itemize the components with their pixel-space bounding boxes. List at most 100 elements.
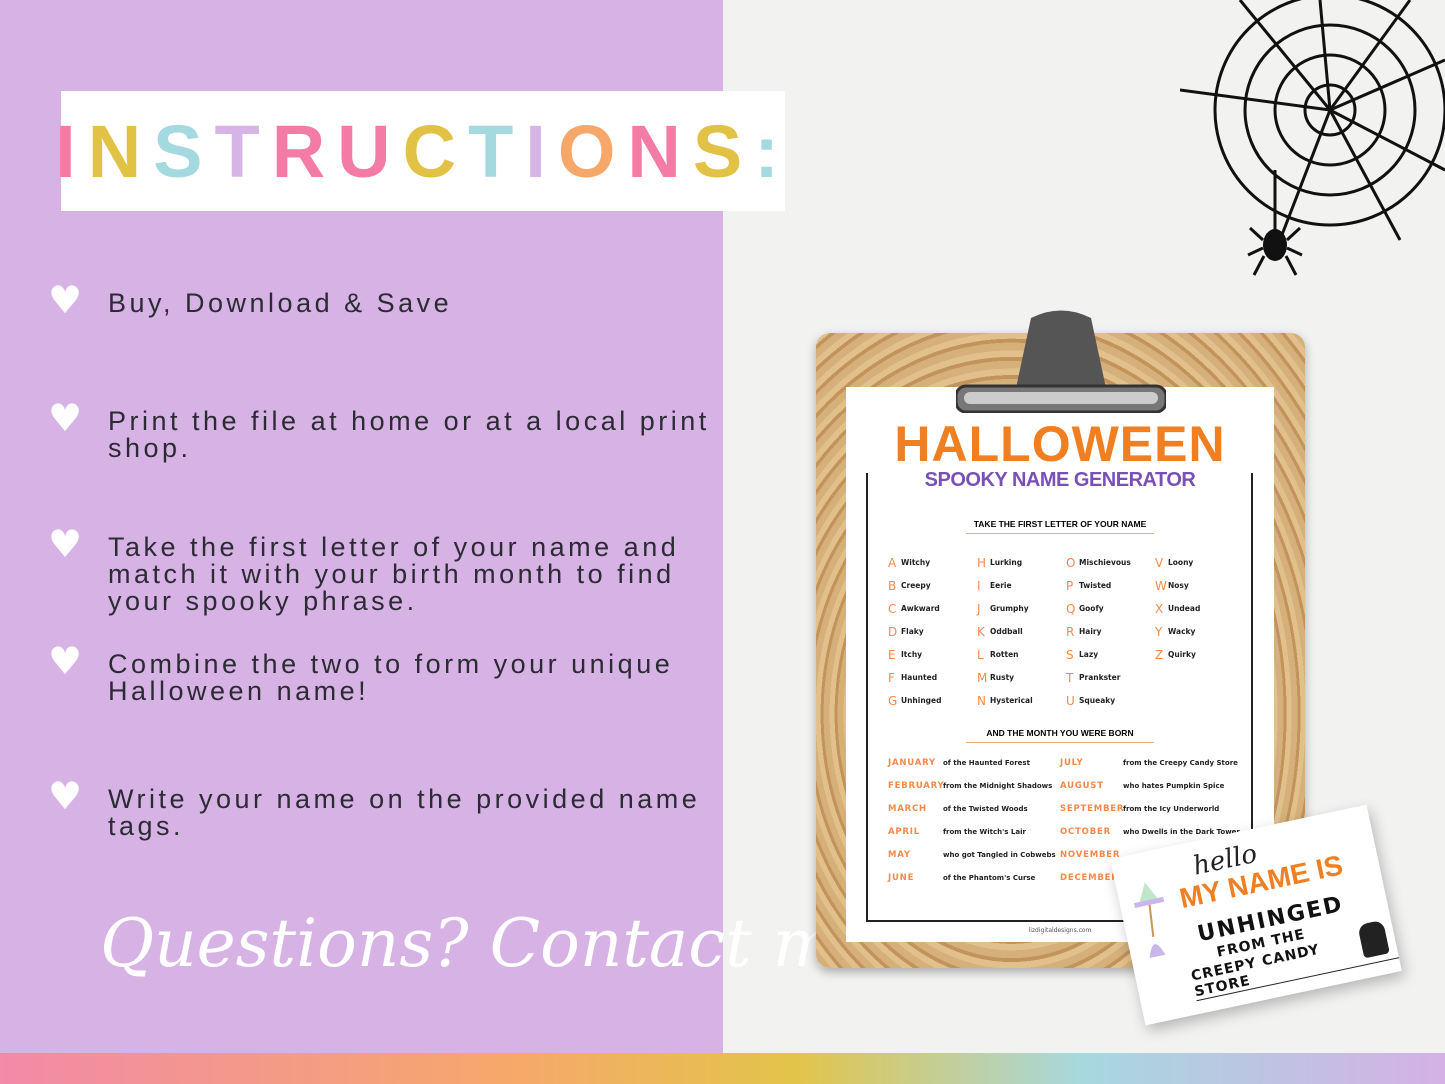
title-letter: T — [468, 109, 526, 193]
letter: G — [888, 693, 898, 708]
heart-icon: ♥ — [48, 278, 83, 322]
letter-word: Oddball — [990, 627, 1023, 636]
letter: W — [1155, 578, 1167, 593]
letter: N — [977, 693, 986, 708]
letter: B — [888, 578, 897, 593]
month-row: AUGUST who hates Pumpkin Spice — [1060, 774, 1224, 797]
letter-word: Witchy — [901, 558, 931, 567]
letter-word: Grumphy — [990, 604, 1029, 613]
month: FEBRUARY — [888, 780, 945, 791]
letter-word: Lurking — [990, 558, 1023, 567]
instruction-step: ♥ Print the file at home or at a local pr… — [48, 399, 718, 463]
step-text: Print the file at home or at a local pri… — [108, 406, 710, 463]
title-letter: T — [214, 109, 272, 193]
letter-row: H Lurking — [977, 551, 1033, 574]
letter-row: O Mischievous — [1066, 551, 1131, 574]
spider-icon — [1247, 226, 1303, 276]
month-row: JULY from the Creepy Candy Store — [1060, 751, 1238, 774]
letter-row: Q Goofy — [1066, 597, 1131, 620]
letter-word: Awkward — [901, 604, 940, 613]
letter-column: V Loony W Nosy X Undead Y Wacky Z Quirky — [1155, 551, 1200, 666]
title-letter: O — [557, 109, 628, 193]
month-row: MARCH of the Twisted Woods — [888, 797, 1028, 820]
letter: T — [1066, 670, 1074, 685]
letter-word: Undead — [1168, 604, 1201, 613]
instruction-step: ♥ Combine the two to form your unique Hal… — [48, 642, 718, 705]
heart-icon: ♥ — [48, 396, 83, 440]
month-phrase: from the Creepy Candy Store — [1123, 758, 1238, 767]
letter-row: L Rotten — [977, 643, 1033, 666]
month-row: APRIL from the Witch's Lair — [888, 820, 1026, 843]
letter-row: B Creepy — [888, 574, 942, 597]
letter-word: Eerie — [990, 581, 1012, 590]
witch-hat-broom-icon — [1133, 882, 1166, 959]
letter-word: Goofy — [1079, 604, 1104, 613]
title-letter: I — [55, 109, 88, 193]
letter: Z — [1155, 647, 1164, 662]
title-letter: N — [627, 109, 693, 193]
letter: A — [888, 555, 897, 570]
letter-word: Itchy — [901, 650, 923, 659]
letter: Y — [1155, 624, 1163, 639]
step-text: Buy, Download & Save — [108, 288, 453, 318]
letter: X — [1155, 601, 1164, 616]
instruction-step: ♥ Write your name on the provided name ta… — [48, 777, 718, 841]
black-cat-icon — [1357, 919, 1390, 959]
letter-row: C Awkward — [888, 597, 942, 620]
letter-row: R Hairy — [1066, 620, 1131, 643]
letter-word: Unhinged — [901, 696, 942, 705]
letter-row: W Nosy — [1155, 574, 1200, 597]
title-letter: S — [692, 109, 755, 193]
month: JUNE — [888, 872, 915, 883]
letter: O — [1066, 555, 1076, 570]
letter: M — [977, 670, 988, 685]
month: JULY — [1060, 757, 1084, 768]
letter-row: T Prankster — [1066, 666, 1131, 689]
instruction-step: ♥ Buy, Download & Save — [48, 281, 718, 319]
month-phrase: from the Midnight Shadows — [943, 781, 1053, 790]
letter-word: Loony — [1168, 558, 1194, 567]
title-letter: U — [337, 109, 403, 193]
month: JANUARY — [888, 757, 936, 768]
month-row: JANUARY of the Haunted Forest — [888, 751, 1030, 774]
letter-row: I Eerie — [977, 574, 1033, 597]
title-letter: : — [754, 109, 791, 193]
month: SEPTEMBER — [1060, 803, 1125, 814]
letter-word: Quirky — [1168, 650, 1196, 659]
letter-word: Creepy — [901, 581, 931, 590]
letter-word: Nosy — [1168, 581, 1189, 590]
letter-column: O Mischievous P Twisted Q Goofy R Hairy S Lazy T Pr… — [1066, 551, 1131, 712]
month-row: JUNE of the Phantom's Curse — [888, 866, 1035, 889]
step-text: Write your name on the provided name tag… — [108, 784, 701, 841]
letter-word: Twisted — [1079, 581, 1112, 590]
letters-heading: TAKE THE FIRST LETTER OF YOUR NAME — [966, 519, 1154, 534]
month-phrase: of the Haunted Forest — [943, 758, 1030, 767]
letter-word: Flaky — [901, 627, 924, 636]
letter-row: F Haunted — [888, 666, 942, 689]
spider-web-icon — [1180, 0, 1445, 276]
month: MAY — [888, 849, 911, 860]
month: NOVEMBER — [1060, 849, 1121, 860]
letter-word: Rotten — [990, 650, 1019, 659]
letter-row: N Hysterical — [977, 689, 1033, 712]
letter: S — [1066, 647, 1074, 662]
halloween-title: HALLOWEEN — [846, 415, 1274, 473]
letter-word: Rusty — [990, 673, 1015, 682]
heart-icon: ♥ — [48, 522, 83, 566]
letter-row: J Grumphy — [977, 597, 1033, 620]
sheet-subtitle: SPOOKY NAME GENERATOR — [924, 469, 1196, 491]
letter: K — [977, 624, 985, 639]
letter-word: Wacky — [1168, 627, 1196, 636]
instruction-step: ♥ Take the first letter of your name and … — [48, 525, 718, 615]
letter: H — [977, 555, 987, 570]
letter: V — [1155, 555, 1164, 570]
letter-row: S Lazy — [1066, 643, 1131, 666]
footer-url: lizdigitaldesigns.com — [1028, 927, 1092, 934]
contact-link[interactable]: Questions? Contact me! — [100, 905, 901, 982]
letter-word: Haunted — [901, 673, 938, 682]
letter-word: Hysterical — [990, 696, 1033, 705]
title-letter: C — [402, 109, 469, 193]
heart-icon: ♥ — [48, 639, 83, 683]
letter-row: X Undead — [1155, 597, 1200, 620]
